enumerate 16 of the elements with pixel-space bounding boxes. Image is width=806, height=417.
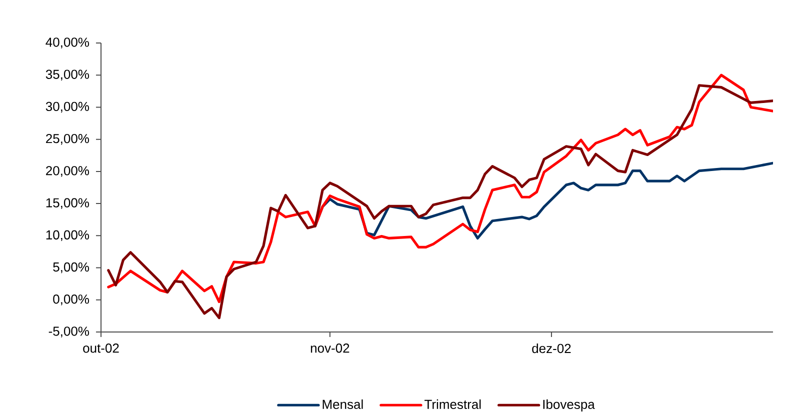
y-tick-label: 5,00% [53,262,90,274]
y-tick-label: 10,00% [46,230,89,242]
x-tick-label: nov-02 [310,344,350,353]
y-tick-label: 0,00% [53,294,90,306]
y-tick-label: -5,00% [48,326,90,338]
legend-label: Ibovespa [543,399,595,412]
y-tick-label: 20,00% [46,166,89,177]
y-tick-label: 25,00% [46,134,89,145]
x-tick-label: dez-02 [532,344,571,354]
x-tick-label: out-02 [83,344,119,353]
legend-label: Trimestral [424,399,481,409]
legend-label: Mensal [322,399,363,409]
y-tick-label: 30,00% [46,102,89,113]
y-tick-label: 15,00% [46,198,89,209]
y-tick-label: 40,00% [46,38,89,48]
y-tick-label: 35,00% [46,70,89,80]
